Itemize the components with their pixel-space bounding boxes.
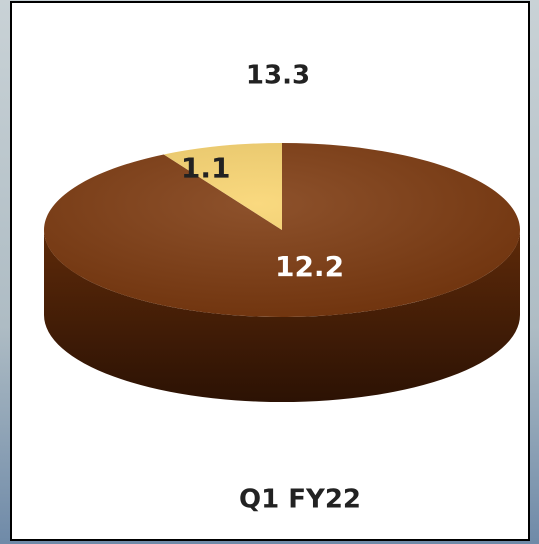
total-label: 13.3 (246, 61, 310, 91)
value-label: 1.1 (181, 151, 231, 184)
pie-shine (44, 143, 520, 317)
caption: Q1 FY22 (239, 485, 361, 515)
pie-side (44, 230, 520, 402)
value-label: 12.2 (275, 250, 344, 283)
